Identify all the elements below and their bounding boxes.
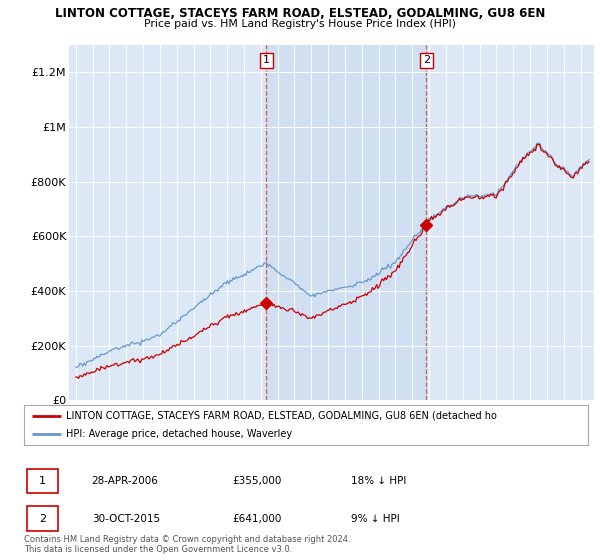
Text: 9% ↓ HPI: 9% ↓ HPI	[351, 514, 400, 524]
Text: Contains HM Land Registry data © Crown copyright and database right 2024.: Contains HM Land Registry data © Crown c…	[24, 535, 350, 544]
Text: £641,000: £641,000	[233, 514, 282, 524]
FancyBboxPatch shape	[27, 469, 58, 493]
Text: 2: 2	[39, 514, 46, 524]
Text: LINTON COTTAGE, STACEYS FARM ROAD, ELSTEAD, GODALMING, GU8 6EN: LINTON COTTAGE, STACEYS FARM ROAD, ELSTE…	[55, 7, 545, 20]
Text: 18% ↓ HPI: 18% ↓ HPI	[351, 476, 406, 486]
Text: This data is licensed under the Open Government Licence v3.0.: This data is licensed under the Open Gov…	[24, 545, 292, 554]
Text: 1: 1	[263, 55, 270, 66]
Text: LINTON COTTAGE, STACEYS FARM ROAD, ELSTEAD, GODALMING, GU8 6EN (detached ho: LINTON COTTAGE, STACEYS FARM ROAD, ELSTE…	[66, 411, 497, 421]
Text: Price paid vs. HM Land Registry's House Price Index (HPI): Price paid vs. HM Land Registry's House …	[144, 19, 456, 29]
Bar	[266, 45, 426, 400]
Text: £355,000: £355,000	[233, 476, 282, 486]
FancyBboxPatch shape	[27, 506, 58, 531]
Text: 28-APR-2006: 28-APR-2006	[92, 476, 158, 486]
Text: HPI: Average price, detached house, Waverley: HPI: Average price, detached house, Wave…	[66, 430, 292, 439]
Text: 2: 2	[423, 55, 430, 66]
Text: 1: 1	[39, 476, 46, 486]
Text: 30-OCT-2015: 30-OCT-2015	[92, 514, 160, 524]
